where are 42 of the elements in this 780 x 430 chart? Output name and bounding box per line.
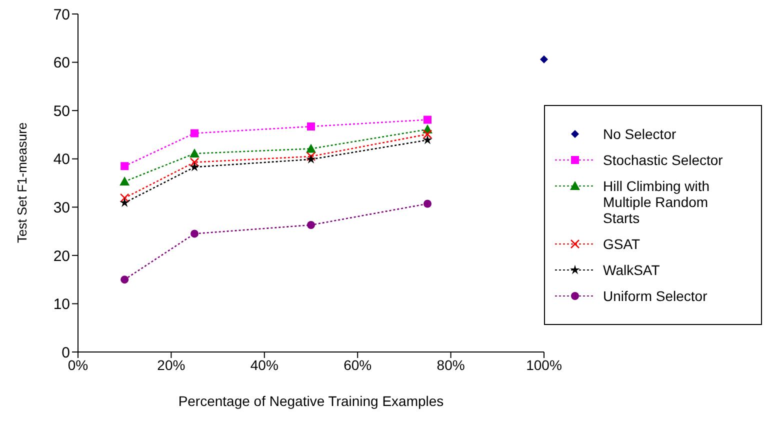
y-tick-label: 20 — [53, 248, 70, 265]
point — [424, 200, 432, 208]
point — [190, 148, 200, 158]
legend-label: Uniform Selector — [603, 288, 708, 304]
x-tick-label: 40% — [250, 356, 278, 373]
point — [307, 122, 315, 131]
point — [307, 221, 315, 230]
legend-label: No Selector — [603, 126, 678, 142]
point — [422, 130, 432, 139]
legend-label: WalkSAT — [603, 262, 661, 278]
y-tick-label: 70 — [53, 6, 70, 24]
legend-label: Hill Climbing with Multiple Random Starts — [603, 178, 711, 226]
x-tick-label: 20% — [157, 356, 186, 373]
point — [120, 193, 130, 203]
point — [120, 176, 130, 186]
y-tick-label: 60 — [53, 54, 70, 72]
point — [306, 152, 316, 162]
y-axis-title: Test Set F1-measure — [14, 122, 30, 243]
y-tick-label: 30 — [53, 199, 70, 216]
point — [422, 134, 432, 144]
x-axis-title: Percentage of Negative Training Examples — [178, 392, 444, 409]
point — [424, 116, 432, 124]
point — [190, 129, 198, 138]
x-tick-label: 0% — [68, 356, 88, 373]
point — [120, 198, 130, 208]
legend-label: Stochastic Selector — [603, 152, 724, 168]
y-tick-label: 0 — [62, 344, 70, 362]
x-tick-label: 60% — [344, 356, 372, 373]
point — [306, 154, 316, 164]
point — [190, 158, 200, 167]
y-tick-label: 50 — [53, 102, 70, 120]
point — [540, 55, 548, 64]
y-tick-label: 40 — [53, 151, 70, 168]
point — [190, 230, 198, 238]
legend-label: GSAT — [603, 236, 642, 252]
y-tick-label: 10 — [53, 296, 70, 314]
x-tick-label: 100% — [526, 356, 562, 373]
point — [306, 144, 316, 153]
x-tick-label: 80% — [436, 356, 465, 373]
point — [190, 162, 200, 172]
point — [120, 162, 129, 170]
point — [120, 276, 129, 284]
